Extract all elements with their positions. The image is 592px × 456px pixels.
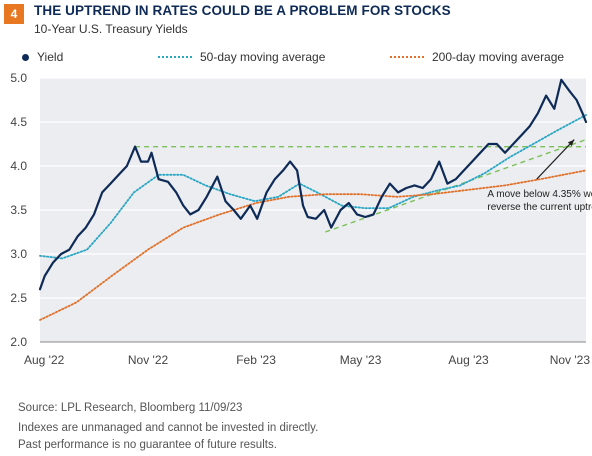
legend-ma50-marker [158, 56, 192, 58]
legend-yield-marker [22, 53, 29, 61]
disclaimer-performance: Past performance is no guarantee of futu… [18, 439, 277, 451]
x-tick-label: Feb '23 [236, 353, 276, 367]
legend-item-ma50: 50-day moving average [158, 50, 325, 64]
x-tick-label: Nov '22 [128, 353, 169, 367]
legend-ma50-label: 50-day moving average [200, 50, 326, 64]
legend-item-yield: Yield [22, 50, 63, 64]
y-tick-label: 2.0 [10, 335, 27, 349]
legend-yield-label: Yield [37, 50, 64, 64]
disclaimer-indexes: Indexes are unmanaged and cannot be inve… [18, 422, 319, 434]
chart-subtitle: 10-Year U.S. Treasury Yields [34, 22, 188, 36]
annotation-arrow-shaft [536, 139, 575, 180]
legend-item-ma200: 200-day moving average [390, 50, 564, 64]
legend-ma200-marker [390, 56, 424, 58]
x-tick-label: Nov '23 [550, 353, 591, 367]
yield-chart: 2.0 2.5 3.0 3.5 4.0 4.5 5.0 Aug '22 Nov '22 Feb '… [10, 71, 592, 367]
y-tick-label: 4.5 [10, 115, 27, 129]
legend-ma200-label: 200-day moving average [432, 50, 565, 64]
annotation-arrow-head [567, 139, 575, 147]
series-line-50-day-moving-average [39, 114, 587, 260]
chart-number-badge: 4 [4, 4, 24, 24]
series-line-yield [38, 78, 588, 291]
series-line-200-day-moving-average [39, 169, 587, 321]
y-tick-label: 2.5 [10, 291, 27, 305]
y-tick-label: 3.0 [10, 247, 27, 261]
annotation-text: A move below 4.35% wouldreverse the curr… [487, 189, 592, 213]
y-tick-label: 4.0 [10, 159, 27, 173]
y-tick-label: 5.0 [10, 71, 27, 85]
chart-title: THE UPTREND IN RATES COULD BE A PROBLEM … [34, 3, 451, 18]
x-tick-label: May '23 [340, 353, 382, 367]
x-tick-label: Aug '23 [448, 353, 489, 367]
x-tick-label: Aug '22 [24, 353, 65, 367]
y-tick-label: 3.5 [10, 203, 27, 217]
source-note: Source: LPL Research, Bloomberg 11/09/23 [18, 402, 243, 414]
